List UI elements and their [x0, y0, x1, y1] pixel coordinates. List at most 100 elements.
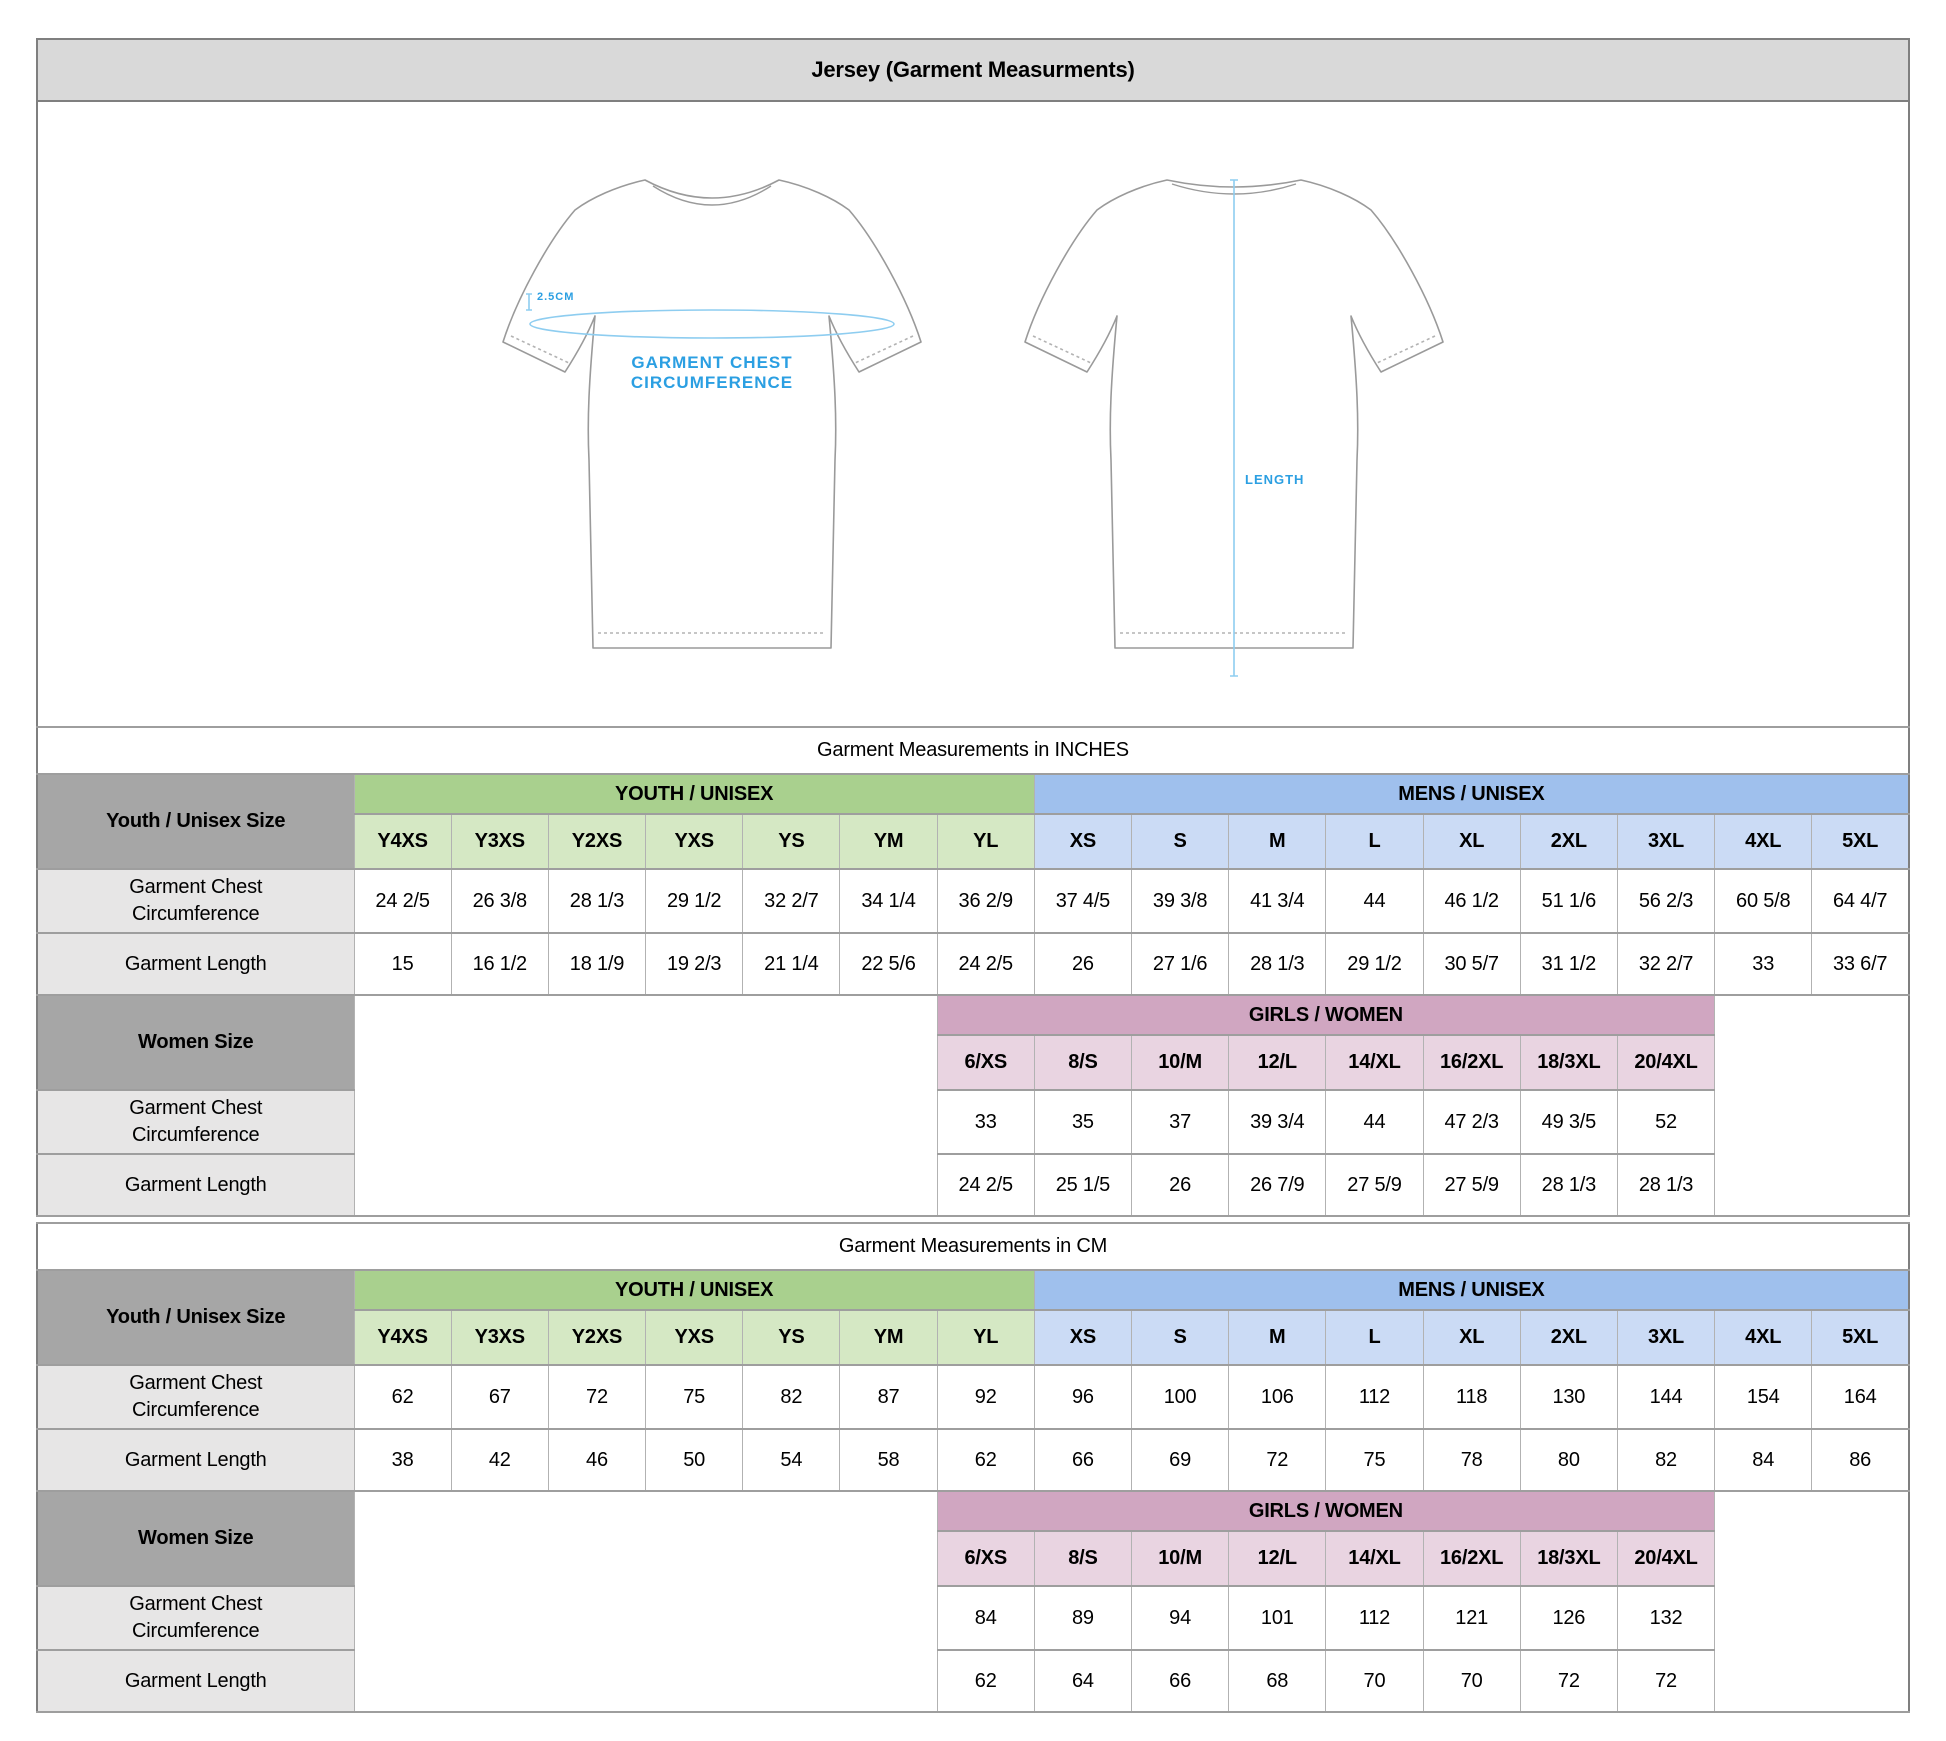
women-chest-row-label-text: Garment Chest Circumference	[129, 1593, 263, 1642]
chest-value-cell: 64 4/7	[1811, 868, 1910, 934]
chest-value-cell: 29 1/2	[645, 868, 744, 934]
chest-value-cell: 51 1/6	[1519, 868, 1618, 934]
cm-women-length-row: Garment Length 62 64 66 68 70 70 72 72	[36, 1649, 1909, 1713]
inches-chest-row: Garment Chest Circumference 24 2/5 26 3/8…	[36, 868, 1910, 934]
women-length-value-cell: 72	[1519, 1649, 1618, 1713]
length-value-cell: 78	[1422, 1428, 1521, 1492]
women-length-value-cell: 70	[1422, 1649, 1521, 1713]
mens-size-cell: L	[1325, 1309, 1424, 1366]
women-length-value-cell: 26 7/9	[1228, 1153, 1327, 1217]
mens-size-cell: 5XL	[1811, 813, 1910, 870]
length-value-cell: 29 1/2	[1325, 932, 1424, 996]
cm-group-row: Youth / Unisex Size YOUTH / UNISEX MENS …	[36, 1269, 1910, 1366]
chest-value-cell: 96	[1033, 1364, 1133, 1430]
mens-group-header: MENS / UNISEX	[1033, 1269, 1910, 1311]
mens-size-cell: XL	[1422, 1309, 1521, 1366]
length-value-cell: 33	[1714, 932, 1813, 996]
mens-size-cell: 4XL	[1714, 813, 1813, 870]
length-measure-line	[1230, 179, 1238, 677]
women-chest-value-cell: 33	[936, 1089, 1035, 1155]
page-title: Jersey (Garment Measurments)	[36, 38, 1910, 102]
length-label: LENGTH	[1245, 472, 1304, 487]
length-value-cell: 72	[1228, 1428, 1327, 1492]
women-chest-value-cell: 52	[1616, 1089, 1716, 1155]
chest-value-cell: 56 2/3	[1616, 868, 1716, 934]
inches-women-length-row: Garment Length 24 2/5 25 1/5 26 26 7/9 27 5/…	[36, 1153, 1909, 1217]
empty-left-region	[353, 994, 938, 1217]
chest-value-cell: 112	[1325, 1364, 1424, 1430]
mens-size-cell: M	[1228, 1309, 1327, 1366]
girls-size-cell: 10/M	[1130, 1034, 1230, 1091]
length-value-cell: 28 1/3	[1228, 932, 1327, 996]
women-chest-value-cell: 101	[1228, 1585, 1327, 1651]
inches-table: Garment Measurements in INCHES Youth / U…	[36, 726, 1910, 1217]
back-left-sleeve-stitch	[1032, 335, 1092, 364]
mens-size-cell: 3XL	[1616, 813, 1716, 870]
women-length-row-label: Garment Length	[36, 1153, 355, 1217]
mens-size-cell: 2XL	[1519, 813, 1618, 870]
youth-size-cell: YL	[936, 813, 1035, 870]
women-length-value-cell: 25 1/5	[1033, 1153, 1133, 1217]
size-chart-sheet: Jersey (Garment Measurments) 2.5CM GARME…	[36, 38, 1910, 1713]
women-length-value-cell: 27 5/9	[1422, 1153, 1521, 1217]
cm-girls-sizes-row: 6/XS 8/S 10/M 12/L 14/XL 16/2XL 18/3XL 20/4XL	[37, 1530, 1909, 1587]
length-value-cell: 69	[1130, 1428, 1230, 1492]
chest-value-cell: 92	[936, 1364, 1035, 1430]
chest-row-label: Garment Chest Circumference	[36, 1364, 355, 1430]
women-chest-row-label-text: Garment Chest Circumference	[129, 1097, 263, 1146]
length-value-cell: 32 2/7	[1616, 932, 1716, 996]
chest-label-line1: GARMENT CHEST	[631, 353, 792, 372]
chest-value-cell: 62	[353, 1364, 452, 1430]
girls-size-cell: 8/S	[1033, 1530, 1133, 1587]
youth-size-cell: YXS	[645, 1309, 744, 1366]
chest-value-cell: 87	[839, 1364, 938, 1430]
front-collar-inner-line	[652, 185, 772, 206]
shirt-diagram-panel: 2.5CM GARMENT CHEST CIRCUMFERENCE LENGTH	[36, 100, 1910, 728]
youth-size-cell: Y2XS	[547, 813, 647, 870]
women-chest-value-cell: 84	[936, 1585, 1035, 1651]
youth-size-cell: Y4XS	[353, 1309, 452, 1366]
offset-tick	[526, 293, 532, 311]
length-value-cell: 50	[645, 1428, 744, 1492]
chest-value-cell: 106	[1228, 1364, 1327, 1430]
women-length-value-cell: 72	[1616, 1649, 1716, 1713]
length-value-cell: 46	[547, 1428, 647, 1492]
women-length-value-cell: 26	[1130, 1153, 1230, 1217]
inches-girls-sizes-row: 6/XS 8/S 10/M 12/L 14/XL 16/2XL 18/3XL 20/4XL	[37, 1034, 1909, 1091]
length-value-cell: 15	[353, 932, 452, 996]
table-title: Garment Measurements in INCHES	[36, 726, 1910, 775]
inches-sizes-row: Y4XS Y3XS Y2XS YXS YS YM YL XS S M L XL 2XL 3XL 4XL 5XL	[37, 813, 1910, 870]
inches-women-group-row: Women Size GIRLS / WOMEN	[36, 994, 1910, 1217]
girls-size-cell: 10/M	[1130, 1530, 1230, 1587]
girls-size-cell: 18/3XL	[1519, 1530, 1618, 1587]
length-value-cell: 16 1/2	[450, 932, 549, 996]
youth-group-header: YOUTH / UNISEX	[353, 773, 1035, 815]
length-value-cell: 27 1/6	[1130, 932, 1230, 996]
mens-size-cell: 2XL	[1519, 1309, 1618, 1366]
youth-group-header: YOUTH / UNISEX	[353, 1269, 1035, 1311]
length-value-cell: 84	[1714, 1428, 1813, 1492]
back-right-sleeve-stitch	[1376, 335, 1436, 364]
offset-label: 2.5CM	[537, 291, 574, 303]
front-shirt-diagram: 2.5CM GARMENT CHEST CIRCUMFERENCE	[502, 179, 922, 649]
length-value-cell: 82	[1616, 1428, 1716, 1492]
chest-value-cell: 24 2/5	[353, 868, 452, 934]
mens-group-header: MENS / UNISEX	[1033, 773, 1910, 815]
mens-size-cell: M	[1228, 813, 1327, 870]
empty-right-region	[1714, 994, 1910, 1217]
women-chest-value-cell: 121	[1422, 1585, 1521, 1651]
cm-women-group-row: Women Size GIRLS / WOMEN	[36, 1490, 1910, 1713]
cm-sizes-row: Y4XS Y3XS Y2XS YXS YS YM YL XS S M L XL 2XL 3XL 4XL 5XL	[37, 1309, 1910, 1366]
mens-size-cell: XL	[1422, 813, 1521, 870]
women-chest-value-cell: 112	[1325, 1585, 1424, 1651]
mens-size-cell: XS	[1033, 1309, 1133, 1366]
length-row-label: Garment Length	[36, 932, 355, 996]
chest-value-cell: 67	[450, 1364, 549, 1430]
girls-size-cell: 8/S	[1033, 1034, 1133, 1091]
chest-value-cell: 32 2/7	[742, 868, 841, 934]
women-chest-row-label: Garment Chest Circumference	[36, 1089, 355, 1155]
chest-value-cell: 144	[1616, 1364, 1716, 1430]
chest-row-label-text: Garment Chest Circumference	[129, 876, 263, 925]
girls-size-cell: 16/2XL	[1422, 1034, 1521, 1091]
women-row-header: Women Size	[36, 994, 355, 1091]
